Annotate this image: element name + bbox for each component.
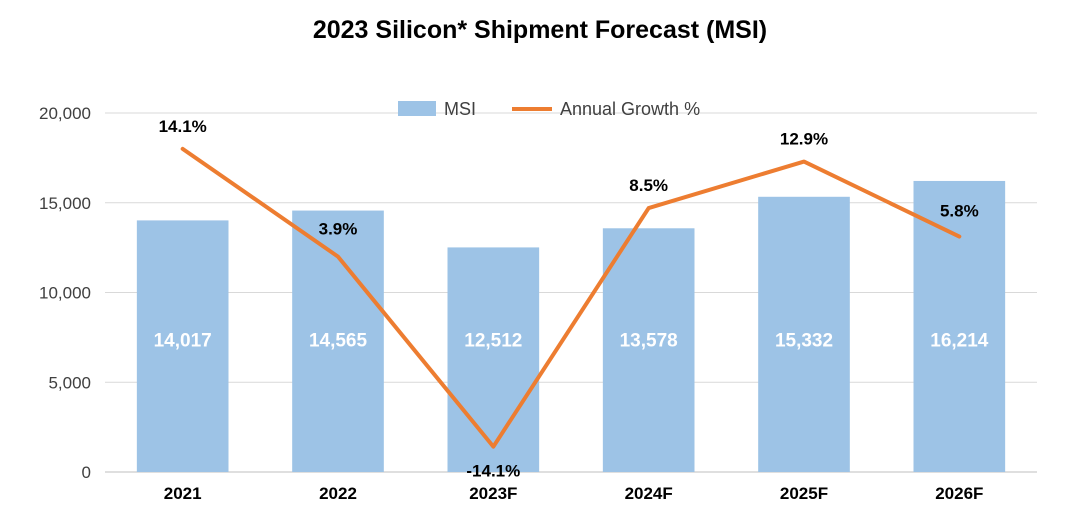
- x-tick-label: 2025F: [780, 484, 828, 503]
- bar-value-label: 12,512: [464, 330, 522, 351]
- bar: [913, 180, 1006, 473]
- growth-line-series: [180, 146, 962, 449]
- growth-value-label: 14.1%: [159, 117, 207, 136]
- bar-value-label: 14,017: [154, 330, 212, 351]
- x-tick-label: 2021: [164, 484, 202, 503]
- bar: [447, 247, 540, 472]
- legend-label-growth: Annual Growth %: [560, 99, 700, 119]
- growth-value-label: 8.5%: [629, 176, 668, 195]
- growth-value-label: 5.8%: [940, 202, 979, 221]
- bar-value-label: 16,214: [930, 330, 989, 351]
- y-tick-label: 20,000: [39, 104, 91, 123]
- y-tick-label: 0: [82, 463, 91, 482]
- bar: [292, 210, 384, 473]
- bar-value-label: 15,332: [775, 330, 833, 351]
- growth-value-label: 12.9%: [780, 130, 828, 149]
- x-tick-label: 2022: [319, 484, 357, 503]
- bar-value-label: 13,578: [620, 330, 678, 351]
- x-axis: 2021 2022 2023F 2024F 2025F 2026F: [164, 484, 984, 503]
- chart-title: 2023 Silicon* Shipment Forecast (MSI): [313, 16, 767, 44]
- bar-value-label: 14,565: [309, 330, 368, 351]
- growth-data-labels: 14.1% 3.9% -14.1% 8.5% 12.9% 5.8%: [159, 117, 979, 481]
- bar: [136, 220, 229, 472]
- y-tick-label: 5,000: [48, 373, 91, 392]
- x-tick-label: 2023F: [469, 484, 517, 503]
- legend-swatch-msi: [398, 101, 436, 116]
- growth-value-label: 3.9%: [319, 220, 358, 239]
- bar: [758, 196, 850, 473]
- gridlines: [105, 112, 1037, 473]
- y-tick-label: 10,000: [39, 284, 91, 303]
- growth-value-label: -14.1%: [466, 462, 520, 481]
- bar-series: [136, 180, 1006, 473]
- y-axis: 0 5,000 10,000 15,000 20,000: [39, 104, 91, 482]
- legend-label-msi: MSI: [444, 99, 476, 119]
- legend: MSI Annual Growth %: [398, 99, 700, 119]
- x-tick-label: 2026F: [935, 484, 983, 503]
- y-tick-label: 15,000: [39, 194, 91, 213]
- bar: [602, 228, 695, 472]
- x-tick-label: 2024F: [625, 484, 673, 503]
- bar-data-labels: 14,017 14,565 12,512 13,578 15,332 16,214: [154, 330, 989, 351]
- growth-line: [180, 146, 962, 449]
